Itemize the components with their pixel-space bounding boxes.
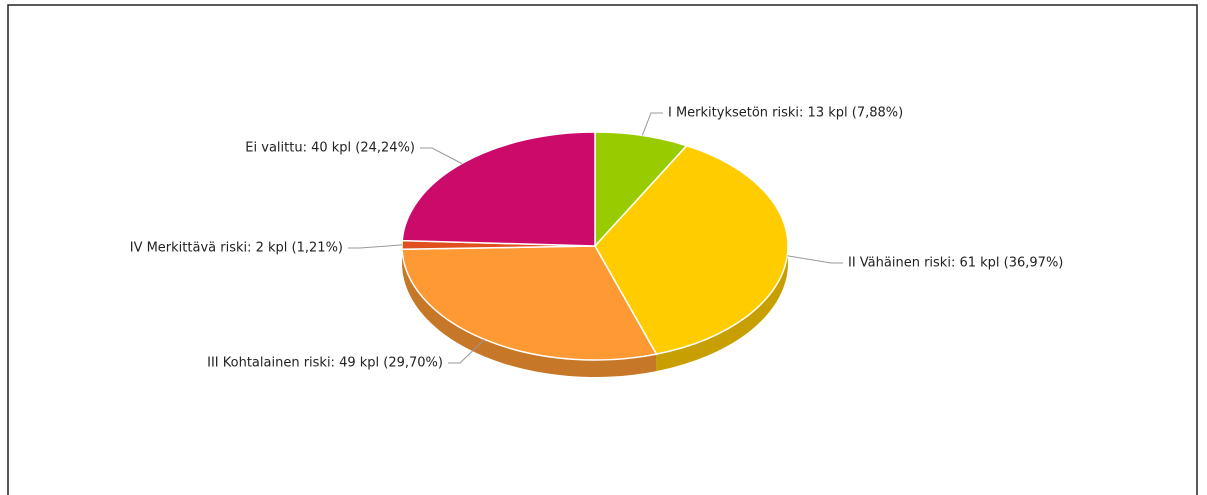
slice-label: II Vähäinen riski: 61 kpl (36,97%) [848,256,1063,271]
slice-label: I Merkityksetön riski: 13 kpl (7,88%) [668,106,903,121]
slice [594,131,689,248]
leader-line [420,147,463,164]
slice [594,144,789,355]
leader-line [448,339,485,364]
slice-side [402,249,657,377]
slice-label: Ei valittu: 40 kpl (24,24%) [245,141,415,156]
slice [401,131,596,247]
slice-side [656,246,788,372]
slice [401,245,658,361]
slice-label: IV Merkittävä riski: 2 kpl (1,21%) [130,241,343,256]
leader-line [641,112,663,136]
slice-label: III Kohtalainen riski: 49 kpl (29,70%) [207,356,443,371]
leader-line [348,244,403,249]
leader-line [787,255,843,264]
